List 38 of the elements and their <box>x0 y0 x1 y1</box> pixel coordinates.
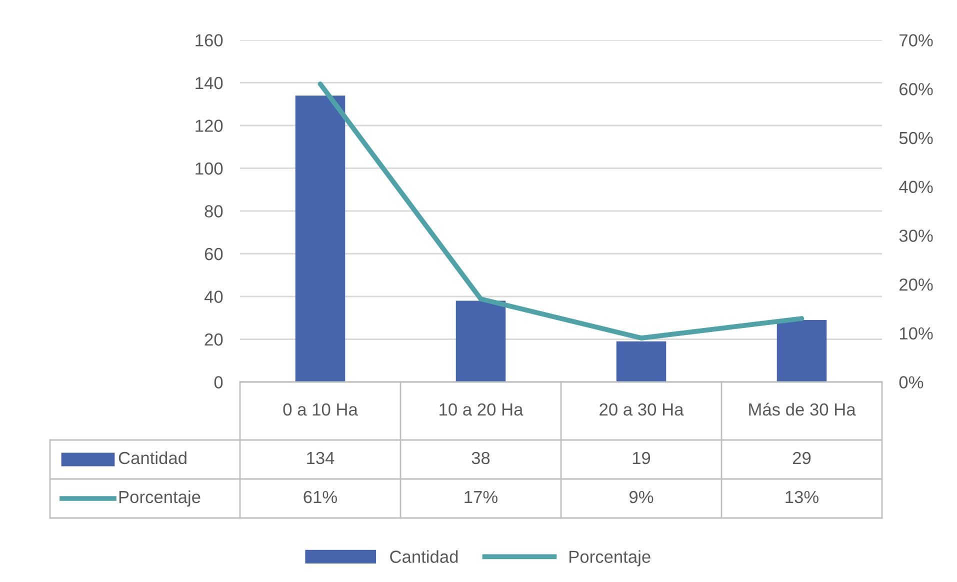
text: Porcentaje <box>570 550 650 566</box>
data-label: 17% <box>464 490 498 504</box>
data-label: 29 <box>792 452 811 464</box>
y2-tick-label: 60% <box>900 83 933 96</box>
text: Cantidad <box>390 550 458 563</box>
y2-tick-label: 30% <box>899 230 933 242</box>
y-tick-label: 20 <box>204 333 223 346</box>
data-label: 61% <box>304 490 338 504</box>
y2-tick-label: 10% <box>900 327 933 340</box>
x-tick-label: Más de 30 Ha <box>749 402 856 416</box>
y2-tick-label: 50% <box>899 132 933 144</box>
y2-tick-label: 20% <box>900 278 933 291</box>
y-tick-label: 140 <box>196 76 223 90</box>
x-tick-label: 10 a 20 Ha <box>440 403 524 416</box>
y-tick-label: 0 <box>214 376 223 388</box>
legend-label: Porcentaje <box>119 490 200 507</box>
data-label: 9% <box>630 490 654 504</box>
data-label: 38 <box>472 452 490 464</box>
line-series <box>318 82 804 340</box>
y-tick-label: 100 <box>196 162 223 175</box>
bar <box>776 320 827 382</box>
bar <box>295 96 346 382</box>
y2-tick-label: 70% <box>900 34 933 46</box>
y2-tick-label: 40% <box>899 180 933 194</box>
x-tick-label: 20 a 30 Ha <box>600 403 684 416</box>
y-tick-label: 40 <box>204 290 223 303</box>
y2-tick-label: 0% <box>899 376 924 388</box>
y-tick-label: 80 <box>204 205 223 218</box>
y-tick-label: 60 <box>204 248 223 260</box>
bar <box>616 341 666 382</box>
y-tick-label: 120 <box>196 120 223 132</box>
data-label: 13% <box>786 490 819 504</box>
data-label: 19 <box>632 452 650 464</box>
y-tick-label: 160 <box>196 34 223 46</box>
bar <box>456 300 506 382</box>
x-tick-label: 0 a 10 Ha <box>283 403 358 416</box>
data-label: 134 <box>307 452 334 464</box>
legend-label: Cantidad <box>118 451 186 464</box>
